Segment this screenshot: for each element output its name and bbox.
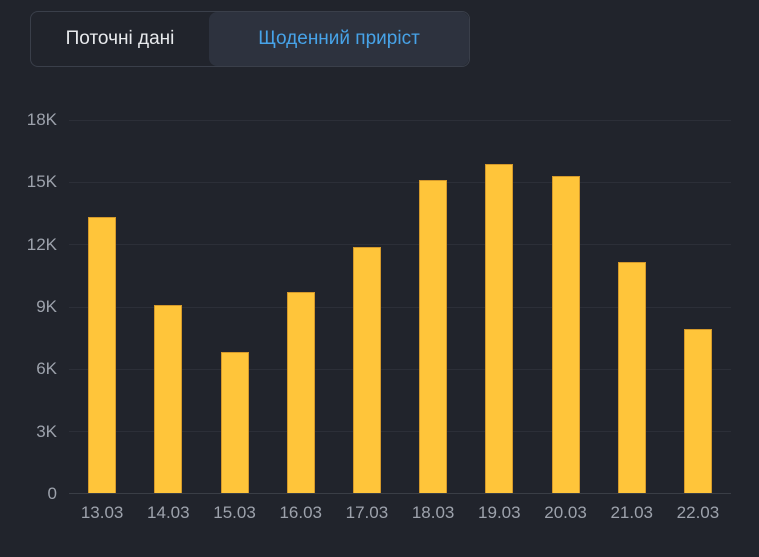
- bar-15.03[interactable]: [220, 352, 249, 493]
- y-axis-label: 15K: [26, 172, 57, 192]
- gridline: [69, 244, 731, 246]
- bar-slot: [599, 120, 665, 493]
- tab-bar: Поточні дані Щоденний приріст: [30, 11, 470, 67]
- tab-daily-increase[interactable]: Щоденний приріст: [209, 12, 469, 66]
- x-axis-label: 16.03: [279, 503, 322, 522]
- bar-slot: [69, 120, 135, 493]
- gridline: [69, 306, 731, 308]
- x-axis-label: 21.03: [610, 503, 653, 522]
- gridline: [69, 368, 731, 370]
- bar-slot: [400, 120, 466, 493]
- y-axis-label: 12K: [26, 234, 57, 254]
- y-axis-label: 3K: [36, 421, 57, 441]
- bar-slot: [135, 120, 201, 493]
- bar-16.03[interactable]: [286, 292, 315, 493]
- x-axis-label: 17.03: [345, 503, 389, 522]
- x-axis: 13.03 14.03 15.03 16.03 17.03 18.03 19.03 20.03…: [69, 503, 731, 523]
- bar-slot: [334, 120, 400, 493]
- bar-slot: [268, 120, 334, 493]
- gridline: [69, 120, 731, 121]
- bars: [69, 120, 731, 493]
- x-axis-label: 20.03: [544, 503, 587, 522]
- bar-20.03[interactable]: [551, 175, 580, 493]
- y-axis: 18K 15K 12K 9K 6K 3K 0: [0, 110, 57, 503]
- y-axis-label: 18K: [26, 110, 57, 129]
- bar-slot: [665, 120, 731, 493]
- gridline: [69, 430, 731, 432]
- plot-area: [69, 120, 731, 494]
- bar-slot: [201, 120, 267, 493]
- bar-19.03[interactable]: [485, 163, 514, 493]
- x-axis-label: 22.03: [676, 503, 720, 522]
- bar-18.03[interactable]: [419, 180, 448, 493]
- y-axis-label: 9K: [36, 297, 57, 316]
- bar-13.03[interactable]: [88, 217, 117, 493]
- x-axis-label: 19.03: [478, 503, 521, 522]
- bar-14.03[interactable]: [154, 305, 183, 493]
- y-axis-label: 0: [47, 484, 57, 503]
- x-axis-label: 18.03: [411, 503, 455, 522]
- bar-slot: [466, 120, 532, 493]
- x-axis-label: 13.03: [80, 503, 124, 522]
- tab-current-data[interactable]: Поточні дані: [65, 28, 175, 49]
- x-axis-label: 14.03: [147, 503, 190, 522]
- y-axis-label: 6K: [36, 359, 57, 379]
- bar-17.03[interactable]: [352, 247, 381, 493]
- x-axis-label: 15.03: [213, 503, 256, 522]
- gridline: [69, 182, 731, 184]
- bar-22.03[interactable]: [683, 329, 712, 493]
- bar-slot: [532, 120, 598, 493]
- bar-21.03[interactable]: [617, 261, 646, 493]
